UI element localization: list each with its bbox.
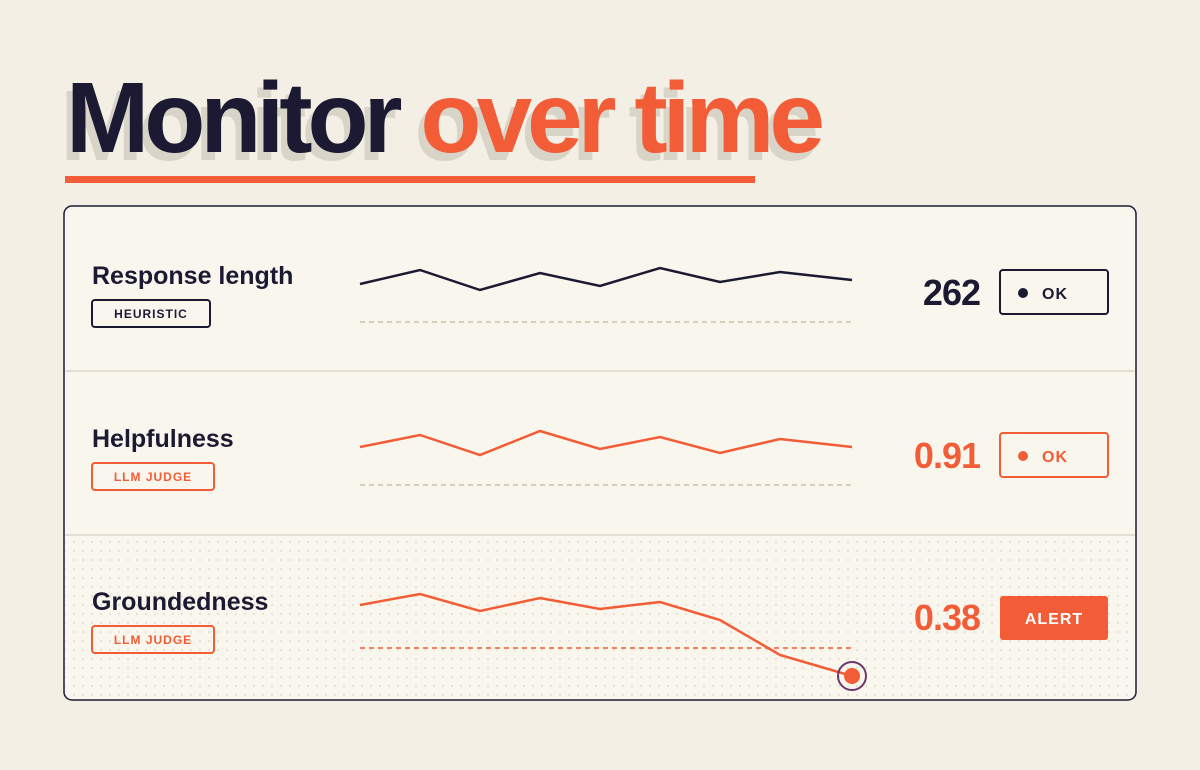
title-accent: over time [420, 62, 822, 174]
status-dot [1018, 451, 1028, 461]
metric-name: Groundedness [92, 588, 268, 616]
metric-value: 0.91 [914, 435, 981, 476]
alert-row-bg [65, 536, 1135, 699]
badge-label: LLM JUDGE [114, 633, 192, 647]
badge-label: HEURISTIC [114, 307, 188, 321]
status-box [999, 432, 1109, 478]
card-border [63, 205, 1137, 701]
status-dot [1018, 288, 1028, 298]
badge [91, 462, 215, 491]
title-shadow: Monitor over time [60, 70, 816, 182]
badge [91, 299, 211, 328]
status-box [1000, 596, 1108, 640]
badge [91, 625, 215, 654]
title: Monitor over time [66, 62, 822, 174]
metric-value: 262 [923, 272, 980, 313]
title-underline [65, 176, 755, 183]
sparkline [359, 592, 853, 678]
status-box [999, 269, 1109, 315]
alert-ring [837, 661, 867, 691]
sparkline [359, 429, 853, 457]
status-label: OK [1042, 286, 1068, 303]
status-label: ALERT [1025, 611, 1083, 628]
metric-name: Helpfulness [92, 425, 234, 453]
sparkline [359, 266, 853, 292]
metric-value: 0.38 [914, 597, 980, 638]
badge-label: LLM JUDGE [114, 470, 192, 484]
title-dark: Monitor [66, 62, 402, 174]
status-label: OK [1042, 449, 1068, 466]
metric-name: Response length [92, 262, 293, 290]
alert-point [844, 668, 860, 684]
